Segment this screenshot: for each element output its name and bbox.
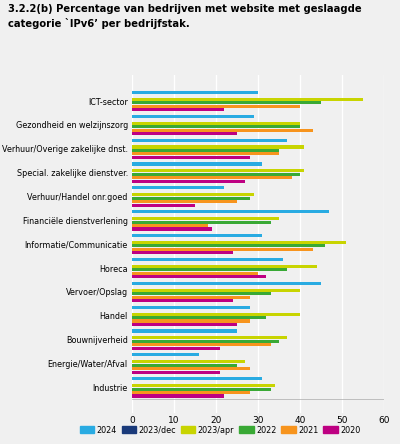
Bar xyxy=(132,388,271,391)
Bar xyxy=(132,244,325,247)
Bar xyxy=(132,227,212,230)
Bar xyxy=(132,176,292,179)
Bar xyxy=(132,258,283,261)
Bar xyxy=(132,265,317,268)
Bar xyxy=(132,91,258,94)
Bar xyxy=(132,173,300,176)
Bar xyxy=(132,108,224,111)
Bar xyxy=(132,299,233,302)
Bar xyxy=(132,180,246,183)
Bar xyxy=(132,391,250,394)
Bar xyxy=(132,152,279,155)
Bar xyxy=(132,234,262,237)
Bar xyxy=(132,221,271,224)
Bar xyxy=(132,268,287,271)
Bar xyxy=(132,149,279,152)
Bar xyxy=(132,371,220,374)
Bar xyxy=(132,203,195,206)
Bar xyxy=(132,210,330,213)
Bar xyxy=(132,367,250,370)
Bar xyxy=(132,163,262,166)
Bar xyxy=(132,384,275,387)
Bar xyxy=(132,122,300,125)
Bar xyxy=(132,105,300,108)
Bar xyxy=(132,146,304,149)
Bar xyxy=(132,282,321,285)
Bar xyxy=(132,248,313,251)
Bar xyxy=(132,200,237,203)
Bar xyxy=(132,132,237,135)
Bar xyxy=(132,319,250,322)
Bar xyxy=(132,313,300,316)
Bar xyxy=(132,128,313,131)
Bar xyxy=(132,337,287,340)
Bar xyxy=(132,343,271,346)
Bar xyxy=(132,329,237,333)
Bar xyxy=(132,377,262,380)
Bar xyxy=(132,101,321,104)
Bar xyxy=(132,125,300,128)
Bar xyxy=(132,115,254,118)
Bar xyxy=(132,296,250,299)
Bar xyxy=(132,241,346,244)
Bar xyxy=(132,156,250,159)
Bar xyxy=(132,323,237,326)
Bar xyxy=(132,394,224,397)
Bar xyxy=(132,224,208,227)
Bar xyxy=(132,289,300,292)
Bar xyxy=(132,272,258,275)
Bar xyxy=(132,360,246,363)
Bar xyxy=(132,305,250,309)
Legend: 2024, 2023/dec, 2023/apr, 2022, 2021, 2020: 2024, 2023/dec, 2023/apr, 2022, 2021, 20… xyxy=(76,422,364,438)
Bar xyxy=(132,193,254,196)
Bar xyxy=(132,98,363,101)
Bar xyxy=(132,364,237,367)
Bar xyxy=(132,251,233,254)
Bar xyxy=(132,353,199,357)
Bar xyxy=(132,197,250,200)
Bar xyxy=(132,316,266,319)
Bar xyxy=(132,169,304,172)
Bar xyxy=(132,292,271,295)
Bar xyxy=(132,347,220,350)
Bar xyxy=(132,217,279,220)
Bar xyxy=(132,186,224,190)
Text: 3.2.2(b) Percentage van bedrijven met website met geslaagde
categorie `IPv6’ per: 3.2.2(b) Percentage van bedrijven met we… xyxy=(8,4,362,29)
Bar xyxy=(132,275,266,278)
Bar xyxy=(132,340,279,343)
Bar xyxy=(132,139,287,142)
